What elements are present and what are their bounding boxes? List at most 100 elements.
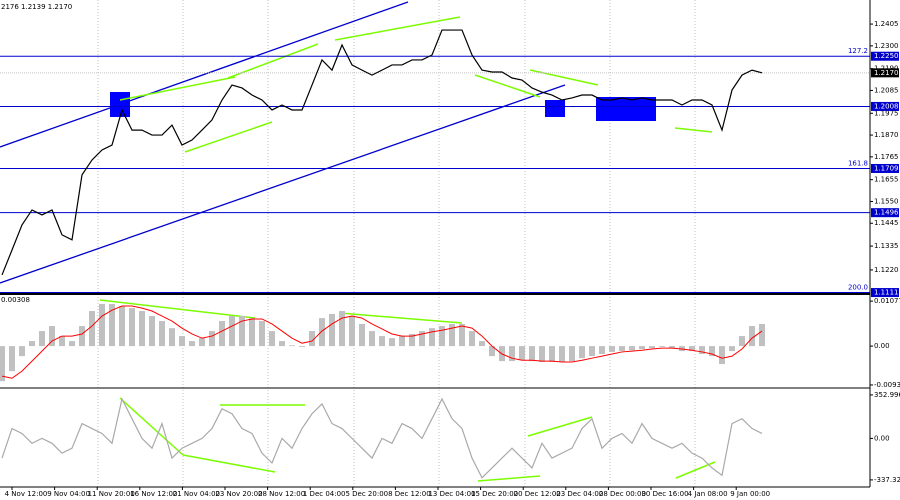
x-tick-label: 21 Nov 04:00 bbox=[173, 490, 220, 498]
histogram-bar bbox=[139, 311, 145, 347]
divergence-line bbox=[182, 454, 276, 473]
histogram-bar bbox=[59, 336, 65, 347]
zone bbox=[545, 100, 565, 117]
x-tick-label: 11 Nov 20:00 bbox=[88, 490, 135, 498]
annotations bbox=[0, 1, 716, 482]
histogram-bar bbox=[359, 323, 365, 347]
histogram-bar bbox=[569, 346, 575, 362]
histogram-bar bbox=[509, 346, 515, 362]
y-tick-label: 0.00 bbox=[874, 342, 890, 350]
zone bbox=[596, 97, 656, 121]
histogram-bar bbox=[89, 311, 95, 347]
y-tick-label: 0.00 bbox=[874, 434, 890, 442]
histogram-bar bbox=[599, 346, 605, 355]
y-tick-label: 1.2405 bbox=[874, 20, 899, 28]
x-tick-label: 1 Dec 04:00 bbox=[303, 490, 346, 498]
histogram-bar bbox=[219, 321, 225, 347]
divergence-line bbox=[477, 475, 541, 482]
histogram-bar bbox=[149, 316, 155, 347]
histogram-bar bbox=[729, 346, 735, 352]
y-tick-label: 352.9968 bbox=[874, 391, 900, 399]
level-label: 1.1709 bbox=[874, 164, 899, 172]
y-tick-label: 1.2085 bbox=[874, 86, 899, 94]
level-label: 1.2250 bbox=[874, 52, 899, 60]
x-tick-label: 4 Nov 12:00 bbox=[5, 490, 48, 498]
x-tick-label: 23 Nov 20:00 bbox=[215, 490, 262, 498]
histogram-bar bbox=[609, 346, 615, 352]
histogram-bar bbox=[439, 326, 445, 347]
histogram-bar bbox=[289, 345, 295, 347]
y-tick-label: 1.1220 bbox=[874, 266, 899, 274]
histogram-bar bbox=[279, 341, 285, 347]
histogram-bar bbox=[199, 338, 205, 347]
histogram-bar bbox=[689, 346, 695, 352]
divergence-line bbox=[527, 416, 593, 437]
y-tick-label: 1.1445 bbox=[874, 219, 899, 227]
histogram-bar bbox=[0, 346, 5, 382]
histogram-bar bbox=[109, 303, 115, 347]
y-tick-label: 1.1765 bbox=[874, 153, 899, 161]
channel-upper bbox=[0, 1, 409, 148]
histogram-bar bbox=[239, 316, 245, 347]
y-tick-label: 0.01077 bbox=[874, 297, 900, 305]
histogram-bar bbox=[489, 346, 495, 357]
level-tag bbox=[871, 163, 899, 173]
y-tick-label: -0.00931 bbox=[874, 381, 900, 389]
histogram-bar bbox=[579, 346, 585, 359]
histogram-bar bbox=[449, 323, 455, 347]
channel-lower bbox=[0, 84, 566, 284]
histogram-bar bbox=[229, 316, 235, 347]
histogram-bar bbox=[639, 346, 645, 350]
zone bbox=[110, 92, 130, 117]
histogram-bar bbox=[169, 328, 175, 347]
divergence-line bbox=[474, 74, 541, 98]
histogram-bar bbox=[719, 346, 725, 365]
series-line bbox=[1, 397, 763, 479]
level-tag bbox=[871, 208, 899, 218]
histogram-bar bbox=[419, 331, 425, 347]
macd-header: 0.00308 bbox=[1, 296, 30, 304]
y-tick-label: 1.1335 bbox=[874, 242, 899, 250]
signal-line bbox=[1, 305, 763, 379]
histogram-bar bbox=[409, 333, 415, 347]
y-tick-label: 1.1870 bbox=[874, 131, 899, 139]
histogram-bar bbox=[629, 346, 635, 351]
divergence-line bbox=[334, 16, 461, 41]
histogram-bar bbox=[529, 346, 535, 362]
x-tick-label: 15 Dec 20:00 bbox=[471, 490, 518, 498]
frames bbox=[0, 0, 871, 488]
x-tick-label: 5 Dec 20:00 bbox=[345, 490, 388, 498]
histogram-bar bbox=[709, 346, 715, 357]
divergence-line bbox=[119, 76, 236, 101]
histogram-bar bbox=[589, 346, 595, 357]
histogram-bar bbox=[49, 326, 55, 347]
level-tag bbox=[871, 51, 899, 61]
histogram-bar bbox=[649, 346, 655, 349]
histogram-bar bbox=[69, 341, 75, 347]
histogram-bar bbox=[249, 318, 255, 347]
fib-label: 127.2 bbox=[848, 47, 868, 55]
histogram-bar bbox=[29, 341, 35, 347]
price-header: 2176 1.2139 1.2170 bbox=[1, 3, 72, 11]
histogram-bar bbox=[319, 318, 325, 347]
histogram-bar bbox=[349, 316, 355, 347]
x-tick-label: 28 Dec 00:00 bbox=[599, 490, 646, 498]
histogram-bar bbox=[429, 328, 435, 347]
divergence-line bbox=[674, 127, 713, 133]
histogram-bar bbox=[189, 341, 195, 347]
histogram-bar bbox=[39, 331, 45, 347]
series-line bbox=[1, 29, 763, 276]
y-tick-label: -337.3261 bbox=[874, 476, 900, 484]
histogram-bar bbox=[19, 346, 25, 357]
level-label: 1.1496 bbox=[874, 209, 899, 217]
y-tick-label: 1.1975 bbox=[874, 109, 899, 117]
x-tick-label: 20 Dec 12:00 bbox=[514, 490, 561, 498]
level-tag bbox=[871, 101, 899, 111]
divergence-line bbox=[99, 299, 256, 319]
fib-label: 161.8 bbox=[848, 159, 868, 167]
histogram-bar bbox=[179, 336, 185, 347]
histogram-bar bbox=[459, 323, 465, 347]
histogram-bar bbox=[299, 346, 305, 347]
